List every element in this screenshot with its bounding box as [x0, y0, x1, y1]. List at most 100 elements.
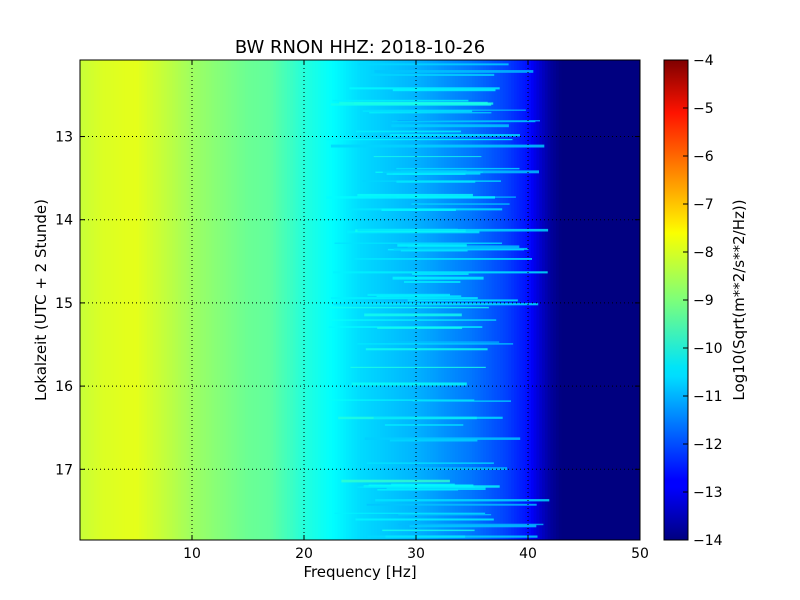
- colorbar-tick-label: −9: [693, 293, 714, 309]
- spectrogram-band: [393, 247, 529, 250]
- spectrogram-band: [376, 295, 462, 297]
- spectrogram-band: [389, 134, 520, 137]
- spectrogram-column: [374, 60, 378, 540]
- spectrogram-column: [80, 60, 84, 540]
- spectrogram-column: [183, 60, 187, 540]
- spectrogram-column: [102, 60, 106, 540]
- y-axis: 13 14 15 16 17: [55, 130, 640, 478]
- spectrogram-column: [623, 60, 627, 540]
- spectrogram-column: [186, 60, 190, 540]
- spectrogram-column: [376, 60, 381, 540]
- spectrogram-column: [578, 60, 582, 540]
- spectrogram-column: [250, 60, 255, 540]
- spectrogram-band: [369, 112, 492, 114]
- spectrogram-column: [550, 60, 554, 540]
- spectrogram-column: [357, 60, 361, 540]
- spectrogram-column: [539, 60, 543, 540]
- spectrogram-band: [407, 299, 518, 302]
- spectrogram-column: [180, 60, 185, 540]
- spectrogram-band: [373, 156, 482, 158]
- spectrogram-column: [382, 60, 386, 540]
- spectrogram-band: [333, 271, 548, 274]
- spectrogram-column: [194, 60, 199, 540]
- spectrogram-column: [259, 60, 263, 540]
- spectrogram-column: [528, 60, 532, 540]
- spectrogram-column: [312, 60, 316, 540]
- spectrogram-column: [220, 60, 224, 540]
- spectrogram-column: [189, 60, 193, 540]
- spectrogram-band: [391, 121, 536, 123]
- spectrogram-band: [409, 524, 537, 528]
- spectrogram-column: [340, 60, 344, 540]
- spectrogram-band: [357, 486, 475, 488]
- spectrogram-column: [603, 60, 607, 540]
- spectrogram-band: [327, 399, 475, 401]
- chart-title: BW RNON HHZ: 2018-10-26: [235, 37, 485, 58]
- spectrogram-column: [516, 60, 521, 540]
- spectrogram-column: [110, 60, 115, 540]
- spectrogram-column: [281, 60, 285, 540]
- spectrogram-column: [245, 60, 249, 540]
- spectrogram-column: [141, 60, 145, 540]
- spectrogram-column: [264, 60, 269, 540]
- colorbar-tick-label: −5: [693, 101, 714, 117]
- spectrogram-band: [381, 208, 456, 211]
- spectrogram-bands: [326, 63, 550, 538]
- spectrogram-band: [398, 523, 544, 526]
- spectrogram-column: [606, 60, 610, 540]
- spectrogram-column: [138, 60, 143, 540]
- spectrogram-column: [558, 60, 563, 540]
- spectrogram-column: [634, 60, 638, 540]
- spectrogram-column: [161, 60, 165, 540]
- spectrogram-band: [397, 244, 467, 247]
- spectrogram-column: [253, 60, 257, 540]
- spectrogram-band: [353, 102, 494, 105]
- spectrogram-column: [236, 60, 241, 540]
- spectrogram-column: [323, 60, 327, 540]
- spectrogram-column: [147, 60, 151, 540]
- spectrogram-column: [144, 60, 148, 540]
- spectrogram-column: [278, 60, 283, 540]
- spectrogram-column: [169, 60, 173, 540]
- spectrogram-column: [248, 60, 252, 540]
- spectrogram-band: [392, 89, 496, 92]
- spectrogram-column: [402, 60, 406, 540]
- spectrogram-band: [330, 144, 545, 148]
- spectrogram-band: [367, 293, 450, 296]
- spectrogram-band: [400, 249, 468, 252]
- spectrogram-column: [301, 60, 305, 540]
- spectrogram-band: [412, 400, 511, 402]
- spectrogram-column: [225, 60, 229, 540]
- spectrogram-band: [357, 343, 514, 345]
- spectrogram-column: [298, 60, 302, 540]
- spectrogram-band: [396, 180, 476, 183]
- spectrogram-band: [334, 512, 486, 514]
- spectrogram-column: [127, 60, 131, 540]
- spectrogram-column: [581, 60, 585, 540]
- spectrogram-column: [617, 60, 621, 540]
- spectrogram-column: [315, 60, 319, 540]
- spectrogram-band: [412, 273, 469, 275]
- spectrogram-column: [365, 60, 369, 540]
- spectrogram-band: [351, 382, 467, 386]
- spectrogram-column: [600, 60, 605, 540]
- spectrogram-band: [357, 193, 473, 197]
- spectrogram-column: [404, 60, 409, 540]
- x-axis-label: Frequency [Hz]: [303, 563, 416, 581]
- colorbar-tick-label: −4: [693, 53, 714, 69]
- spectrogram-column: [519, 60, 523, 540]
- spectrogram-column: [287, 60, 291, 540]
- spectrogram-column: [242, 60, 246, 540]
- spectrogram-column: [598, 60, 602, 540]
- spectrogram-column: [304, 60, 308, 540]
- spectrogram-band: [404, 281, 461, 283]
- spectrogram-column: [567, 60, 571, 540]
- spectrogram-column: [612, 60, 616, 540]
- spectrogram-band: [364, 437, 521, 440]
- spectrogram-band: [331, 297, 478, 300]
- spectrogram-column: [530, 60, 535, 540]
- spectrogram-column: [88, 60, 92, 540]
- spectrogram-column: [626, 60, 630, 540]
- spectrogram-column: [270, 60, 274, 540]
